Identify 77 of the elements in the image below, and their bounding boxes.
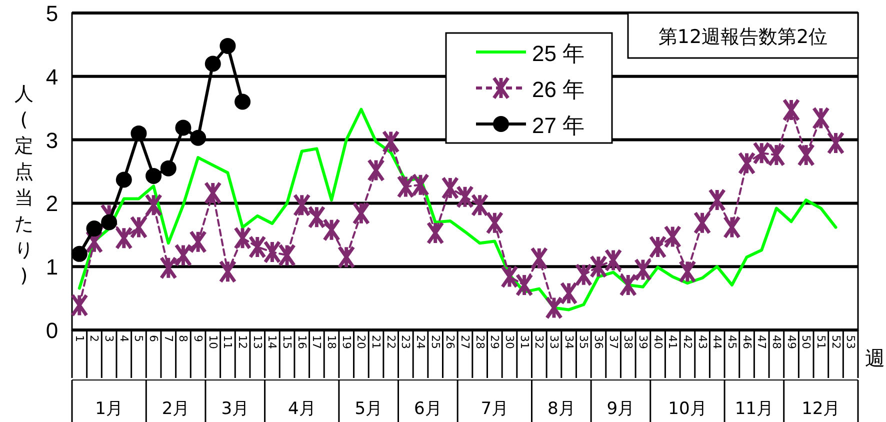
x-tick-label: 27 [458, 335, 472, 349]
x-tick-label: 26 [444, 335, 457, 349]
x-tick-label: 37 [606, 335, 620, 349]
text: 12月 [802, 399, 840, 419]
x-tick-label: 4 [117, 335, 130, 342]
legend-label: 25 年 [532, 41, 585, 66]
y-tick-label: 5 [46, 1, 58, 26]
x-tick-label: 2 [88, 335, 101, 342]
x-tick-label: 51 [814, 335, 828, 349]
x-tick-label: 52 [829, 335, 842, 349]
legend-label: 26 年 [532, 77, 585, 102]
x-tick-label: 24 [414, 335, 428, 349]
x-tick-label: 23 [399, 335, 412, 349]
text: 1月 [95, 399, 123, 419]
text: 11月 [734, 399, 774, 419]
text: 4月 [288, 399, 316, 419]
x-tick-label: 19 [340, 335, 353, 349]
text: 6月 [414, 399, 442, 419]
x-tick-label: 50 [800, 335, 813, 349]
x-tick-label: 33 [547, 335, 560, 349]
x-tick-label: 25 [428, 335, 442, 349]
x-tick-label: 42 [680, 335, 694, 349]
x-tick-label: 5 [132, 335, 146, 342]
x-tick-label: 38 [622, 335, 635, 349]
x-tick-label: 14 [266, 335, 279, 349]
x-tick-label: 11 [221, 335, 234, 349]
legend-label: 27 年 [532, 113, 585, 138]
x-tick-label: 22 [384, 335, 398, 349]
x-tick-label: 17 [310, 335, 324, 349]
x-tick-label: 47 [755, 335, 768, 349]
x-tick-label: 21 [370, 335, 383, 349]
x-tick-label: 18 [325, 335, 338, 349]
x-tick-label: 40 [651, 335, 664, 349]
x-tick-label: 32 [532, 335, 546, 349]
x-tick-label: 15 [280, 335, 294, 349]
text: 8月 [547, 399, 576, 419]
x-tick-label: 20 [354, 335, 368, 349]
x-tick-label: 3 [102, 335, 116, 342]
x-tick-label: 9 [192, 335, 205, 342]
x-tick-label: 49 [784, 335, 798, 349]
x-tick-label: 10 [206, 335, 220, 349]
x-tick-label: 28 [473, 335, 486, 349]
x-tick-label: 29 [488, 335, 502, 349]
x-tick-label: 53 [844, 335, 858, 349]
x-tick-label: 36 [592, 335, 605, 349]
y-tick-label: 3 [46, 128, 58, 153]
x-axis-title: 週 [865, 346, 885, 370]
text: 5月 [354, 399, 383, 419]
y-tick-label: 4 [46, 64, 58, 90]
x-tick-label: 45 [725, 335, 738, 349]
x-tick-label: 44 [710, 335, 724, 349]
x-tick-label: 46 [740, 335, 754, 349]
x-tick-label: 39 [636, 335, 650, 349]
y-tick-label: 1 [46, 254, 58, 280]
x-tick-label: 34 [562, 335, 576, 349]
x-tick-label: 43 [696, 335, 709, 349]
annotation: 第12週報告数第2位 [658, 26, 828, 48]
text: 2月 [162, 399, 190, 419]
x-tick-label: 12 [236, 335, 250, 349]
x-tick-label: 41 [666, 335, 680, 349]
y-tick-label: 0 [46, 318, 58, 343]
x-tick-label: 6 [147, 335, 160, 342]
x-tick-label: 16 [295, 335, 308, 349]
x-tick-label: 8 [176, 335, 190, 342]
text: 3月 [221, 399, 250, 419]
x-tick-label: 31 [518, 335, 531, 349]
x-tick-label: 13 [250, 335, 264, 349]
x-tick-label: 30 [502, 335, 516, 349]
y-axis-title: 人(定点当たり) [14, 83, 34, 287]
x-tick-label: 35 [577, 335, 590, 349]
text: 7月 [480, 399, 509, 419]
x-tick-label: 7 [162, 335, 175, 342]
x-tick-label: 48 [770, 335, 783, 349]
text: 10月 [668, 399, 707, 419]
text: 9月 [606, 399, 635, 419]
y-tick-label: 2 [46, 191, 58, 216]
x-tick-label: 1 [72, 335, 86, 342]
